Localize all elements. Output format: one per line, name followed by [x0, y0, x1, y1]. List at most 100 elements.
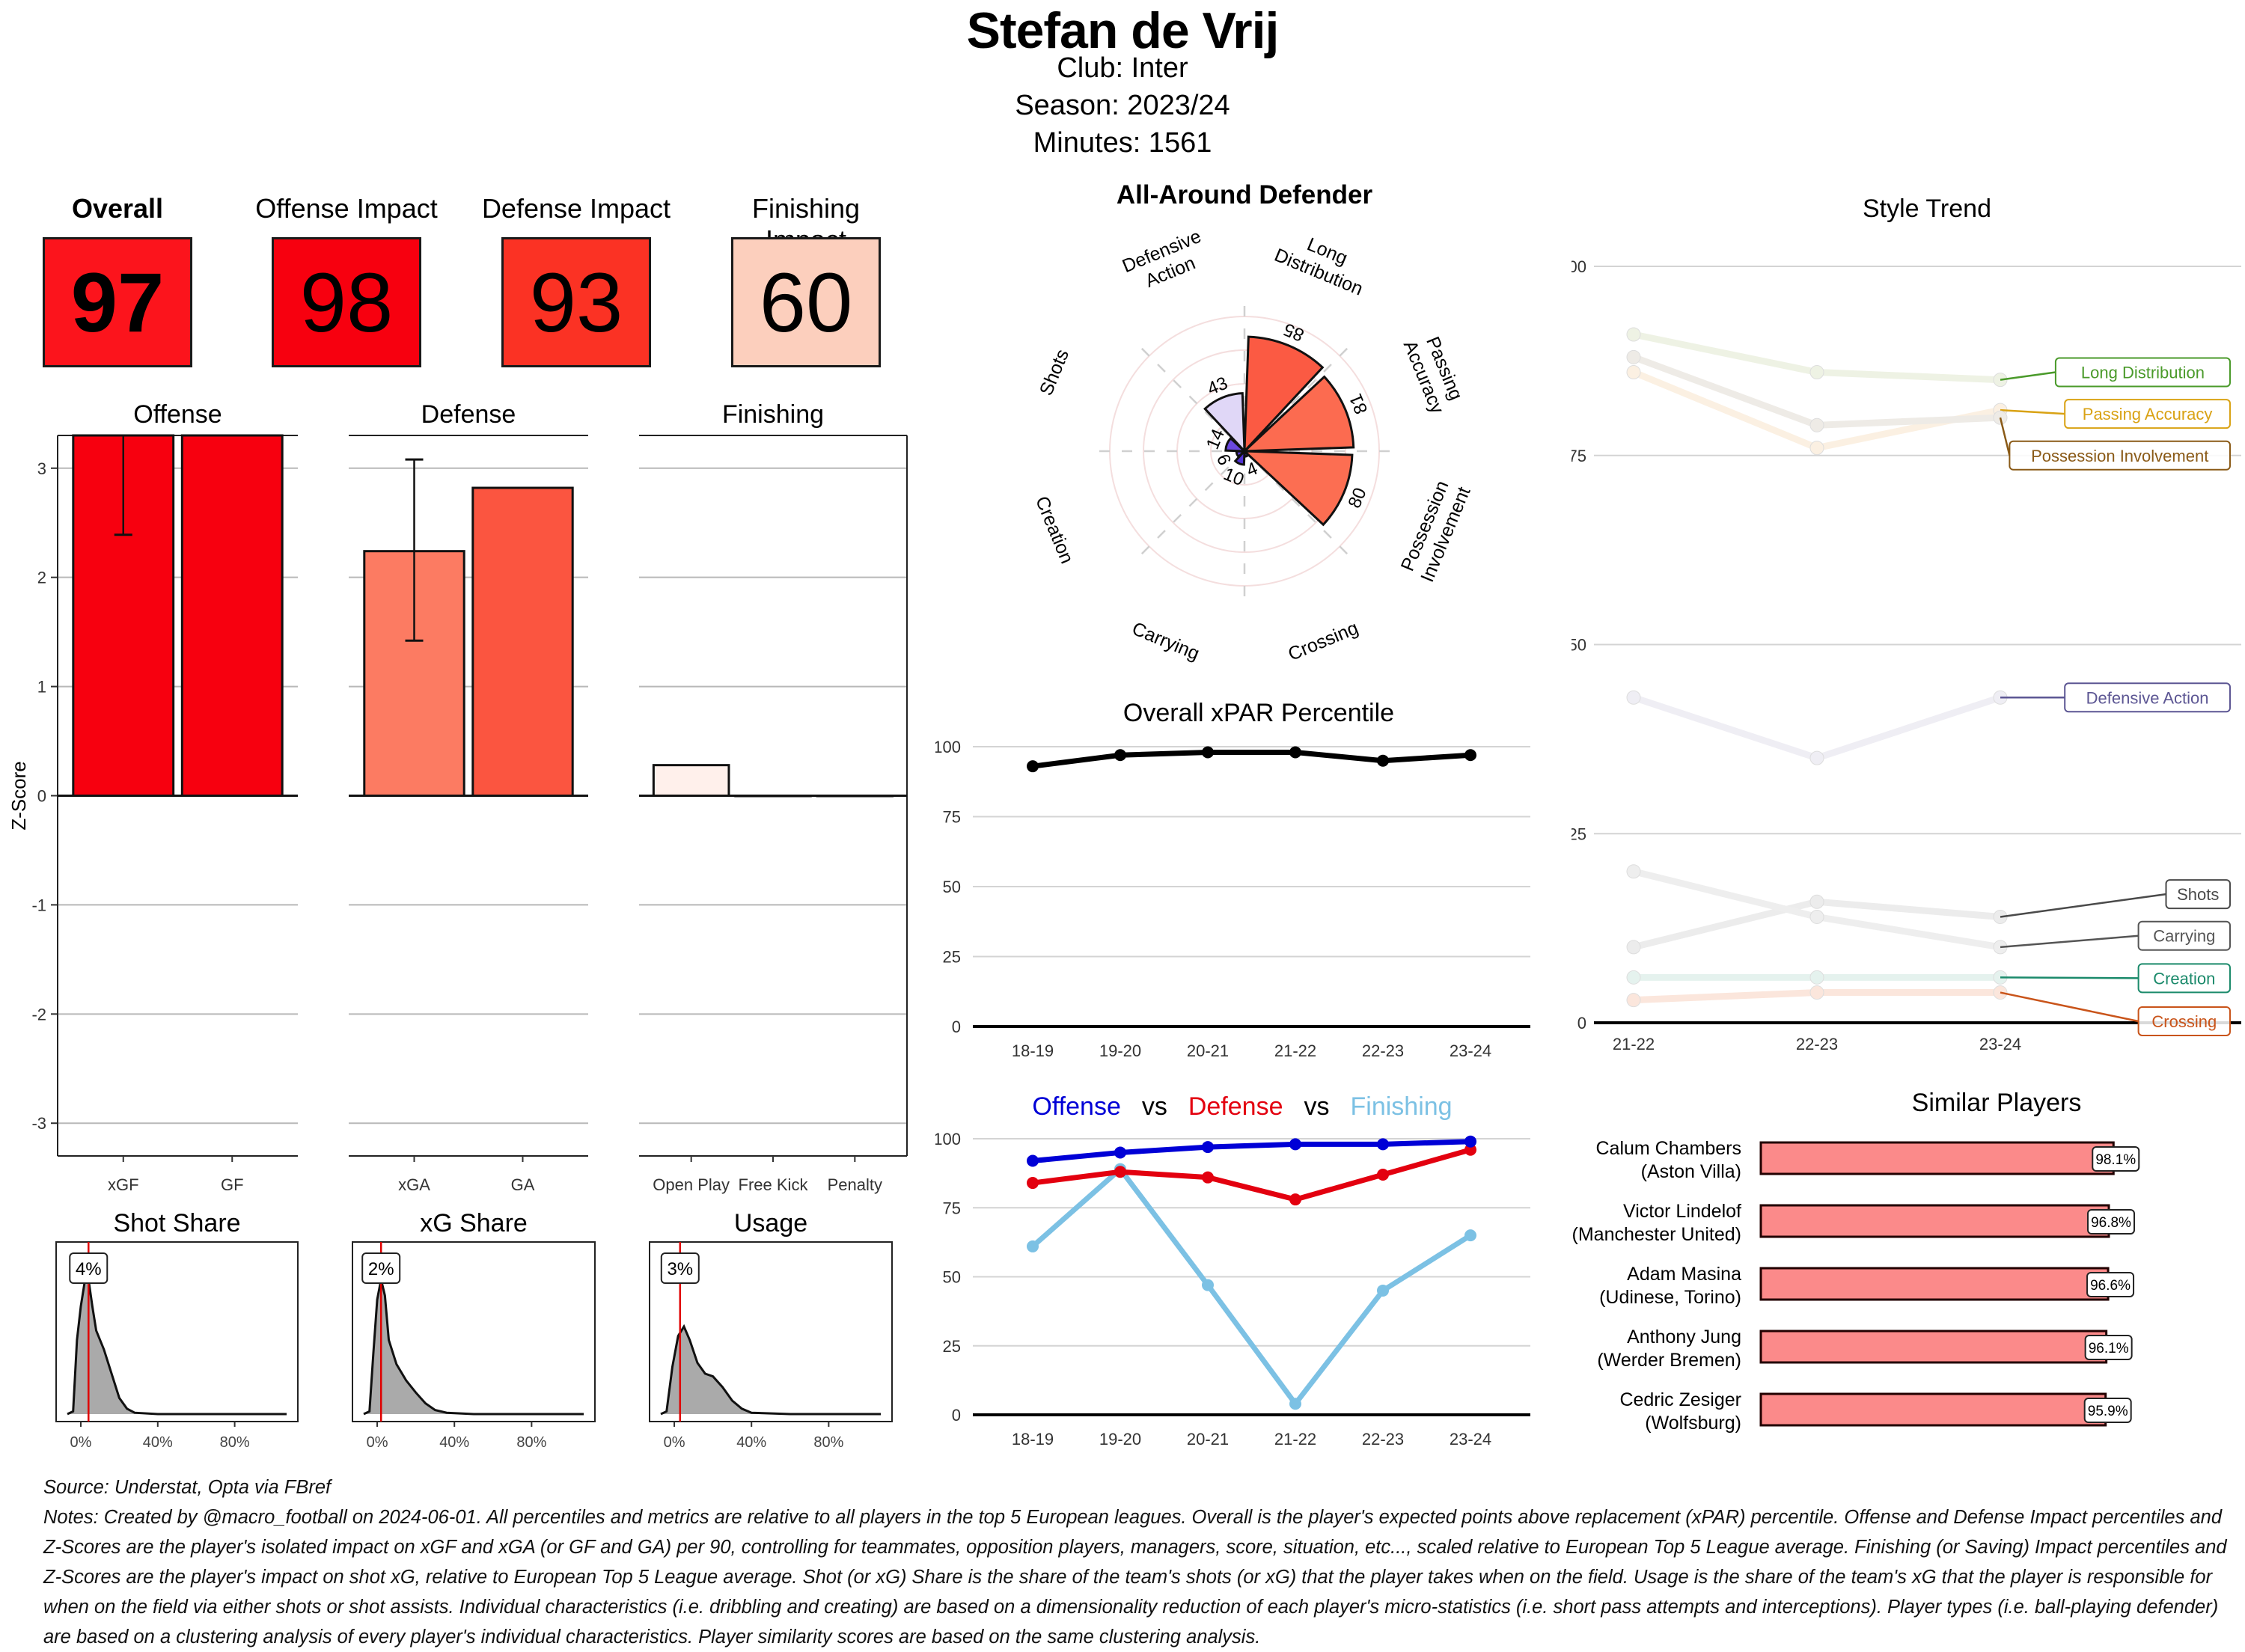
x-tick-label: 21-22	[1613, 1035, 1655, 1053]
series-line-defense	[1032, 1147, 1471, 1202]
series-point-offense	[1289, 1138, 1301, 1151]
style-label-connector	[2000, 976, 2139, 979]
x-tick-label: Free Kick	[739, 1175, 809, 1194]
kpi-box-overall: 97	[43, 237, 192, 367]
radar-category-line: Crossing	[1285, 617, 1361, 665]
similarity-value: 96.8%	[2091, 1215, 2131, 1231]
xpar-point-23-24	[1464, 749, 1476, 762]
series-point-offense	[1377, 1138, 1389, 1151]
style-label-passing-accuracy: Passing Accuracy	[2083, 405, 2213, 423]
style-point-possession-involvement	[1626, 349, 1641, 364]
style-point-defensive-action	[1809, 750, 1824, 765]
x-tick-label: 18-19	[1012, 1041, 1054, 1060]
similarity-label-box	[2086, 1272, 2135, 1297]
series-point-offense	[1464, 1135, 1476, 1148]
style-point-creation	[1626, 970, 1641, 985]
y-tick-label: 50	[943, 1268, 961, 1287]
share-panel-shot-share: Shot Share 4% 0% 40% 80%	[55, 1209, 299, 1451]
x-tick-label: 18-19	[1012, 1430, 1054, 1448]
panel-title: Offense	[133, 400, 222, 429]
style-label-box	[2137, 1006, 2231, 1036]
similar-player-row: Adam Masina(Udinese, Torino) 96.6%	[1599, 1264, 2135, 1308]
notes-text: Notes: Created by @macro_football on 202…	[43, 1507, 2227, 1648]
density-line	[660, 1324, 881, 1416]
series-line-finishing	[1030, 1165, 1472, 1409]
radar-category-label: Shots	[1036, 346, 1073, 399]
style-point-carrying	[1626, 864, 1641, 879]
radar-category-line: Shots	[1036, 346, 1073, 399]
series-point-finishing	[1377, 1284, 1389, 1297]
x-tick-label: 80%	[220, 1434, 250, 1451]
style-label-connector	[2000, 371, 2056, 381]
kpi-label-offense-impact: Offense Impact	[255, 193, 438, 224]
style-line-passing-accuracy	[1632, 369, 2001, 452]
y-tick-label: 100	[935, 1130, 961, 1148]
title-part-defense: Defense	[1188, 1092, 1283, 1121]
x-tick-label: 23-24	[1450, 1430, 1491, 1448]
similar-player-club: (Wolfsburg)	[1645, 1413, 1741, 1434]
series-point-defense	[1027, 1177, 1039, 1190]
panel-border	[649, 1241, 893, 1422]
radar-segment-carrying	[1233, 448, 1246, 466]
series-point-defense	[1114, 1166, 1126, 1178]
radar-segment-passing-accuracy	[1241, 375, 1355, 453]
similar-player-club: (Udinese, Torino)	[1599, 1287, 1741, 1308]
y-axis-label: Z-Score	[7, 761, 30, 830]
radar-category-label: Creation	[1031, 493, 1078, 566]
style-label-connector	[2000, 409, 2065, 415]
chart-title: Overall xPAR Percentile	[1123, 699, 1394, 727]
radar-category-label: PossessionInvolvement	[1396, 475, 1474, 585]
offense-defense-finishing-chart: Offense vs Defense vs Finishing 0 25 50 75 100 18-…	[935, 1092, 1530, 1448]
panel-title: Finishing	[722, 400, 824, 429]
style-label-connector	[2000, 934, 2139, 949]
radar-category-line: Creation	[1031, 493, 1078, 566]
similar-player-name: Adam Masina	[1627, 1264, 1741, 1285]
series-point-defense	[1464, 1143, 1476, 1156]
similar-player-name: Victor Lindelof	[1623, 1201, 1741, 1222]
x-tick-label: 40%	[736, 1434, 766, 1451]
similarity-label-box	[2084, 1335, 2133, 1360]
share-panel-xg-share: xG Share 2% 0% 40% 80%	[352, 1209, 596, 1451]
similar-player-row: Calum Chambers(Aston Villa) 98.1%	[1595, 1138, 2140, 1182]
x-tick-label: 20-21	[1187, 1430, 1229, 1448]
y-tick-label: 100	[935, 738, 961, 756]
series-point-defense	[1202, 1171, 1214, 1184]
series-point-offense	[1202, 1141, 1214, 1154]
style-label-box	[2165, 879, 2231, 910]
style-point-shots	[1626, 940, 1641, 955]
style-label-shots: Shots	[2177, 885, 2219, 904]
value-label: 4%	[76, 1259, 102, 1279]
x-tick-label: Open Play	[653, 1175, 730, 1194]
player-type-radar: All-Around Defender43DefensiveAction14Sh…	[1031, 180, 1475, 665]
style-trend-chart: Style Trend 0 25 50 75 100 21-22 22-23 23-24 Long…	[1572, 195, 2241, 1053]
value-label-box	[361, 1252, 401, 1284]
style-label-box	[2009, 440, 2232, 471]
similarity-value: 98.1%	[2095, 1152, 2136, 1168]
x-tick-label: GA	[511, 1175, 535, 1194]
y-tick-label: 50	[1572, 636, 1586, 655]
series-point-finishing	[1464, 1229, 1476, 1242]
bar-gf	[180, 434, 284, 797]
series-point-finishing	[1202, 1279, 1214, 1291]
value-label-box	[69, 1252, 109, 1284]
style-point-creation	[1809, 970, 1824, 985]
series-point-defense	[1377, 1168, 1389, 1181]
similarity-value: 96.1%	[2089, 1341, 2129, 1356]
style-label-box	[2064, 399, 2232, 429]
kpi-box-finishing-impact: 60	[731, 237, 881, 367]
y-tick-label: 25	[943, 948, 961, 967]
x-tick-label: 21-22	[1274, 1041, 1316, 1060]
source-text: Source: Understat, Opta via FBref	[43, 1477, 332, 1498]
similar-player-name: Anthony Jung	[1627, 1327, 1741, 1347]
radar-category-label: DefensiveAction	[1120, 226, 1213, 298]
x-tick-label: 0%	[664, 1434, 685, 1451]
share-panel-usage: Usage 3% 0% 40% 80%	[649, 1209, 893, 1451]
similarity-label-box	[2083, 1398, 2132, 1423]
kpi-box-offense-impact: 98	[272, 237, 421, 367]
radar-segment-shots	[1224, 436, 1247, 453]
similarity-label-box	[2087, 1209, 2136, 1235]
x-tick-label: 0%	[367, 1434, 388, 1451]
xpar-point-22-23	[1377, 754, 1389, 767]
series-point-offense	[1027, 1154, 1039, 1167]
style-label-box	[2054, 357, 2232, 388]
